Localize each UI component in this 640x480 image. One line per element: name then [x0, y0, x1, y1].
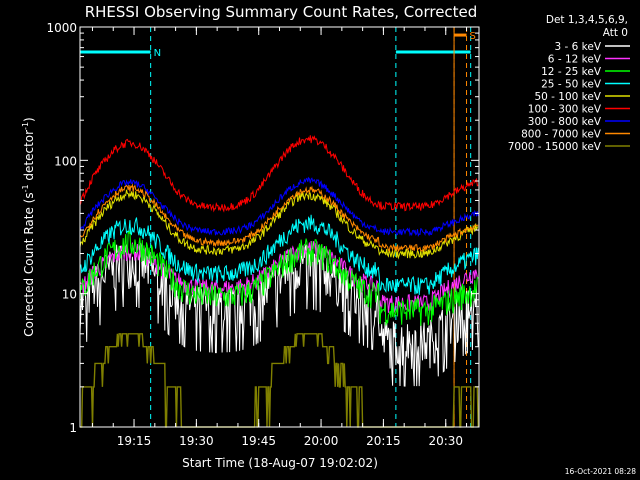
timestamp: 16-Oct-2021 08:28 — [565, 467, 636, 476]
legend-label-0: 3 - 6 keV — [554, 41, 601, 53]
legend-label-8: 7000 - 15000 keV — [508, 141, 602, 153]
series-line-4 — [79, 189, 479, 260]
y-axis-label: Corrected Count Rate (s-1 detector-1) — [21, 117, 36, 336]
y-axis-ticks: 1 10 100 1000 — [46, 21, 479, 435]
y-tick-label-1: 10 — [62, 288, 77, 302]
series-line-7 — [79, 183, 479, 253]
legend-label-3: 25 - 50 keV — [541, 79, 602, 91]
legend-label-2: 12 - 25 keV — [541, 66, 602, 78]
y-label-part-b: detector — [22, 130, 36, 185]
y-tick-label-3: 1000 — [46, 21, 77, 35]
legend-label-4: 50 - 100 keV — [534, 91, 601, 103]
legend-label-6: 300 - 800 keV — [528, 116, 602, 128]
x-tick-label-4: 20:15 — [366, 434, 401, 448]
x-tick-label-3: 20:00 — [304, 434, 339, 448]
chart-title: RHESSI Observing Summary Count Rates, Co… — [85, 3, 478, 21]
series-line-2 — [79, 229, 479, 326]
legend-header-line1: Det 1,3,4,5,6,9, — [546, 14, 628, 26]
legend-label-1: 6 - 12 keV — [548, 54, 602, 66]
x-tick-label-1: 19:30 — [179, 434, 214, 448]
y-label-part-c: ) — [22, 117, 36, 122]
y-label-sup-b: -1 — [21, 122, 30, 130]
x-axis-ticks: 19:15 19:30 19:45 20:00 20:15 20:30 — [91, 27, 468, 448]
x-tick-label-5: 20:30 — [428, 434, 463, 448]
x-axis-label: Start Time (18-Aug-07 19:02:02) — [182, 456, 378, 470]
y-tick-label-2: 100 — [54, 154, 77, 168]
flag-label-2: S — [470, 31, 476, 42]
y-label-sup-a: -1 — [21, 184, 30, 192]
series-lines — [79, 135, 479, 428]
legend-label-7: 800 - 7000 keV — [521, 129, 602, 141]
legend-header-line2: Att 0 — [603, 27, 628, 39]
y-tick-label-0: 1 — [69, 421, 77, 435]
series-line-3 — [79, 214, 479, 295]
y-label-part-a: Corrected Count Rate (s — [22, 192, 36, 336]
x-tick-label-0: 19:15 — [117, 434, 152, 448]
series-line-5 — [79, 135, 479, 213]
legend-label-5: 100 - 300 keV — [528, 104, 602, 116]
x-tick-label-2: 19:45 — [241, 434, 276, 448]
flag-label-0: N — [154, 48, 161, 59]
